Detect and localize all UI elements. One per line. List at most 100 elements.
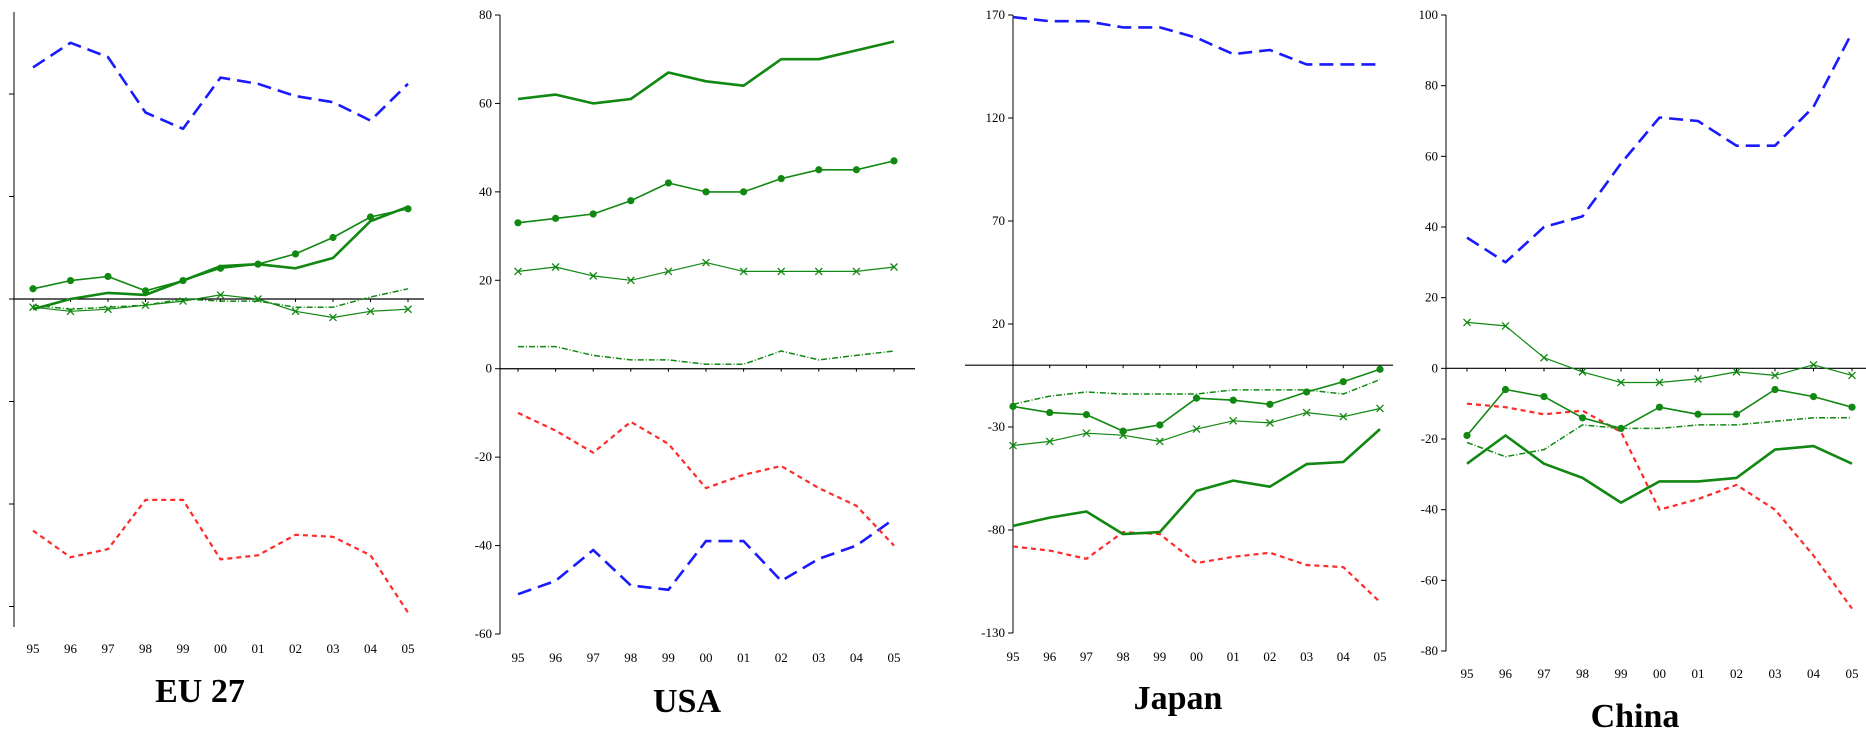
series-point-green-dot-marker	[1463, 431, 1471, 440]
x-tick-label: 01	[252, 641, 265, 656]
series-point-green-dot-marker	[366, 213, 375, 221]
series-point-green-dot-marker	[1046, 408, 1054, 417]
series-point-green-x	[664, 267, 673, 276]
y-tick-label: 100	[1419, 7, 1439, 22]
series-point-green-dot-marker	[1848, 403, 1856, 411]
x-tick-label: 03	[1769, 666, 1782, 681]
y-tick-label: 80	[479, 7, 492, 22]
x-tick-label: 99	[177, 641, 190, 656]
series-line-green-x	[32, 294, 409, 319]
series-line-green-dot-marker	[32, 208, 409, 292]
y-tick-label: -40	[1421, 502, 1438, 517]
series-point-green-x	[626, 276, 635, 285]
x-tick-label: 00	[1190, 649, 1203, 664]
series-point-green-dot-marker	[1082, 411, 1090, 419]
series-point-green-x	[702, 258, 710, 267]
x-tick-label: 03	[1300, 649, 1313, 664]
series-line-green-dashdot	[32, 288, 409, 310]
series-point-green-dot-marker	[815, 166, 823, 174]
series-line-green-dashdot	[518, 345, 895, 366]
y-tick-label: -30	[988, 419, 1005, 434]
panel-title: USA	[653, 683, 721, 720]
series-point-green-dot-marker	[1617, 424, 1625, 432]
x-tick-label: 97	[1080, 649, 1094, 664]
series-point-green-x	[1732, 367, 1741, 376]
series-point-green-x	[551, 263, 560, 271]
series-point-green-x	[1045, 437, 1054, 446]
series-point-green-x	[1848, 371, 1856, 380]
series-point-green-x	[739, 267, 748, 276]
x-tick-label: 03	[812, 650, 825, 665]
chart-panel-3: -80 -60 -40 -20 0 20 40 60 80 100 95 96 97 98 99 00 01 02…	[1419, 7, 1866, 729]
series-point-green-dot-marker	[404, 205, 412, 213]
x-tick-label: 98	[1117, 649, 1130, 664]
x-tick-label: 01	[1692, 666, 1705, 681]
series-point-green-dot-marker	[329, 233, 337, 242]
x-tick-label: 05	[1374, 649, 1387, 664]
series-line-red-dot	[32, 498, 409, 614]
series-line-red-dot	[1466, 402, 1853, 610]
y-tick-label: 0	[1432, 360, 1439, 375]
y-tick-label: 60	[479, 95, 492, 110]
series-point-green-dot-marker	[29, 285, 37, 293]
y-tick-label: 120	[986, 110, 1006, 125]
series-line-green-solid	[517, 40, 895, 105]
series-point-green-x	[1339, 412, 1348, 421]
series-point-green-dot-marker	[216, 264, 225, 272]
series-point-green-x	[814, 267, 823, 276]
series-line-green-x	[1466, 321, 1853, 384]
x-tick-label: 05	[1846, 666, 1859, 681]
series-point-green-x	[329, 313, 337, 322]
y-tick-label: 20	[1425, 290, 1438, 305]
x-tick-label: 99	[1615, 666, 1628, 681]
series-point-green-dot-marker	[852, 166, 861, 174]
series-point-green-dot-marker	[1192, 394, 1201, 402]
series-point-green-dot-marker	[1540, 393, 1548, 401]
series-line-green-x	[517, 262, 895, 281]
series-line-green-solid	[1012, 428, 1381, 536]
series-point-green-dot-marker	[1156, 421, 1164, 429]
x-tick-label: 04	[1807, 666, 1821, 681]
x-tick-label: 02	[775, 650, 788, 665]
x-tick-label: 00	[700, 650, 713, 665]
x-tick-label: 02	[1730, 666, 1743, 681]
series-point-green-x	[890, 263, 898, 271]
chart-panel-2: -130 -80 -30 20 70 120 170 95 96 97 98 99 00 01 02 03 04…	[965, 7, 1393, 717]
series-point-green-x	[1578, 367, 1587, 376]
series-point-green-dot-marker	[104, 272, 112, 281]
panel-title: China	[1591, 698, 1680, 729]
y-tick-label: -60	[1421, 572, 1438, 587]
series-point-green-dot-marker	[1303, 388, 1311, 396]
x-tick-label: 00	[214, 641, 227, 656]
x-tick-label: 95	[1007, 649, 1020, 664]
series-line-blue-dash	[517, 517, 895, 596]
x-tick-label: 05	[402, 641, 415, 656]
y-tick-label: 170	[986, 7, 1006, 22]
x-tick-label: 04	[364, 641, 378, 656]
x-tick-label: 95	[512, 650, 525, 665]
x-tick-label: 96	[64, 641, 78, 656]
x-tick-label: 99	[1153, 649, 1166, 664]
series-point-green-x	[1265, 418, 1274, 427]
series-line-blue-dash	[32, 41, 409, 131]
series-point-green-dot-marker	[1732, 410, 1741, 418]
series-point-green-dot-marker	[1655, 403, 1664, 411]
series-point-green-dot-marker	[1266, 400, 1274, 408]
x-tick-label: 02	[289, 641, 302, 656]
series-point-green-dot-marker	[514, 219, 522, 227]
x-tick-label: 03	[327, 641, 340, 656]
series-line-red-dot	[517, 411, 895, 547]
y-tick-label: -20	[1421, 431, 1438, 446]
series-point-green-x	[1655, 378, 1664, 387]
series-line-green-solid	[32, 205, 409, 311]
y-tick-label: 20	[992, 316, 1005, 331]
series-point-green-x	[1540, 353, 1548, 362]
series-point-green-dot-marker	[664, 179, 673, 187]
series-point-green-dot-marker	[1501, 385, 1510, 394]
series-point-green-x	[777, 267, 786, 276]
series-point-green-x	[514, 267, 522, 276]
y-tick-label: -130	[981, 625, 1005, 640]
series-point-green-dot-marker	[1771, 385, 1779, 394]
x-tick-label: 97	[102, 641, 116, 656]
